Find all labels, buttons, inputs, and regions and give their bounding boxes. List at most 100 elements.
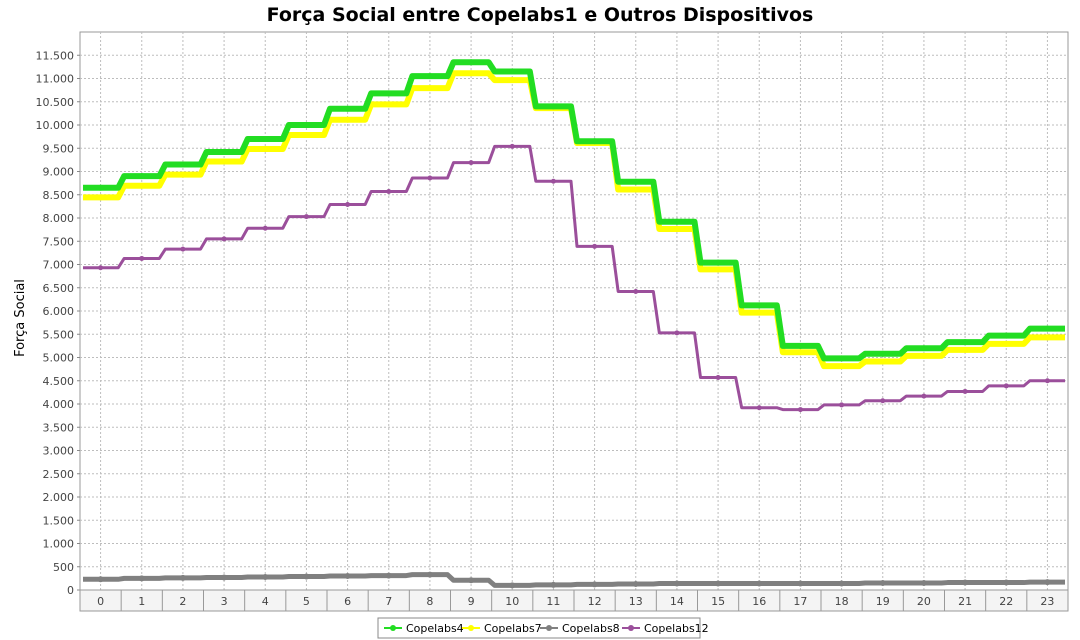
data-point (303, 122, 310, 128)
data-point (468, 59, 475, 66)
data-point (962, 579, 969, 586)
data-point (550, 178, 556, 184)
y-tick-label: 5.500 (43, 328, 75, 341)
legend-label: Copelabs12 (644, 622, 709, 635)
data-point (344, 573, 351, 580)
data-point (468, 70, 475, 77)
data-point (839, 402, 845, 408)
data-point (715, 259, 722, 266)
data-point (1044, 579, 1051, 586)
data-point (1003, 340, 1010, 347)
legend-label: Copelabs8 (562, 622, 620, 635)
x-tick-label: 3 (221, 595, 228, 608)
legend-swatch-marker (468, 625, 474, 631)
data-point (632, 178, 639, 185)
y-tick-label: 8.000 (43, 212, 75, 225)
y-tick-label: 3.500 (43, 421, 75, 434)
data-point (797, 342, 804, 349)
data-point (262, 225, 268, 231)
data-point (138, 575, 145, 582)
series-copelabs12 (83, 143, 1065, 413)
data-point (385, 572, 392, 579)
data-point (179, 171, 186, 178)
y-tick-label: 11.500 (36, 49, 75, 62)
data-point (756, 302, 763, 309)
legend-box (377, 617, 701, 639)
data-point (97, 184, 104, 191)
data-point (962, 339, 969, 346)
x-tick-label: 4 (262, 595, 269, 608)
data-point (303, 132, 310, 139)
series-copelabs4-line (83, 59, 1065, 362)
data-point (180, 246, 186, 252)
x-tick-label: 7 (385, 595, 392, 608)
legend-label: Copelabs7 (484, 622, 542, 635)
x-tick-label: 23 (1040, 595, 1054, 608)
y-tick-label: 6.500 (43, 282, 75, 295)
data-point (673, 580, 680, 587)
x-tick-label: 2 (179, 595, 186, 608)
y-axis-label: Força Social (13, 279, 28, 357)
data-point (262, 135, 269, 142)
data-point (139, 255, 145, 261)
data-point (509, 582, 516, 589)
series-copelabs8-line (83, 572, 1065, 588)
data-point (756, 405, 762, 411)
y-tick-label: 10.500 (36, 96, 75, 109)
y-tick-label: 11.000 (36, 73, 75, 86)
data-point (632, 580, 639, 587)
y-tick-label: 9.500 (43, 142, 75, 155)
x-tick-label: 12 (588, 595, 602, 608)
data-point (756, 309, 763, 316)
x-tick-label: 16 (752, 595, 766, 608)
data-point (797, 407, 803, 413)
series-copelabs4 (83, 59, 1065, 362)
data-point (97, 194, 104, 201)
data-point (920, 580, 927, 587)
data-point (97, 576, 104, 583)
data-point (344, 116, 351, 123)
data-point (344, 105, 351, 112)
legend-swatch-marker (628, 625, 634, 631)
data-point (962, 388, 968, 394)
data-point (426, 73, 433, 80)
legend-label: Copelabs4 (406, 622, 464, 635)
y-tick-label: 2.500 (43, 468, 75, 481)
data-point (385, 101, 392, 108)
data-point (880, 398, 886, 404)
data-point (962, 346, 969, 353)
data-point (838, 580, 845, 587)
y-tick-label: 500 (53, 561, 74, 574)
y-tick-label: 1.000 (43, 538, 75, 551)
data-point (138, 182, 145, 189)
y-tick-label: 7.500 (43, 235, 75, 248)
data-point (756, 580, 763, 587)
data-point (1044, 378, 1050, 384)
x-tick-label: 1 (138, 595, 145, 608)
x-tick-label: 5 (303, 595, 310, 608)
data-point (426, 85, 433, 92)
series-copelabs8 (83, 571, 1065, 589)
data-point (879, 350, 886, 357)
data-point (673, 225, 680, 232)
data-point (1044, 325, 1051, 332)
data-point (715, 374, 721, 380)
data-point (632, 186, 639, 193)
x-tick-label: 19 (876, 595, 890, 608)
data-point (386, 188, 392, 194)
data-point (921, 393, 927, 399)
x-tick-label: 11 (546, 595, 560, 608)
y-tick-label: 4.000 (43, 398, 75, 411)
data-point (838, 363, 845, 370)
data-point (591, 138, 598, 145)
data-point (1003, 383, 1009, 389)
data-point (221, 148, 228, 155)
data-point (385, 90, 392, 97)
x-tick-label: 21 (958, 595, 972, 608)
data-point (797, 349, 804, 356)
chart-title: Força Social entre Copelabs1 e Outros Di… (266, 4, 814, 26)
data-point (179, 161, 186, 168)
data-point (838, 355, 845, 362)
data-point (1044, 334, 1051, 341)
